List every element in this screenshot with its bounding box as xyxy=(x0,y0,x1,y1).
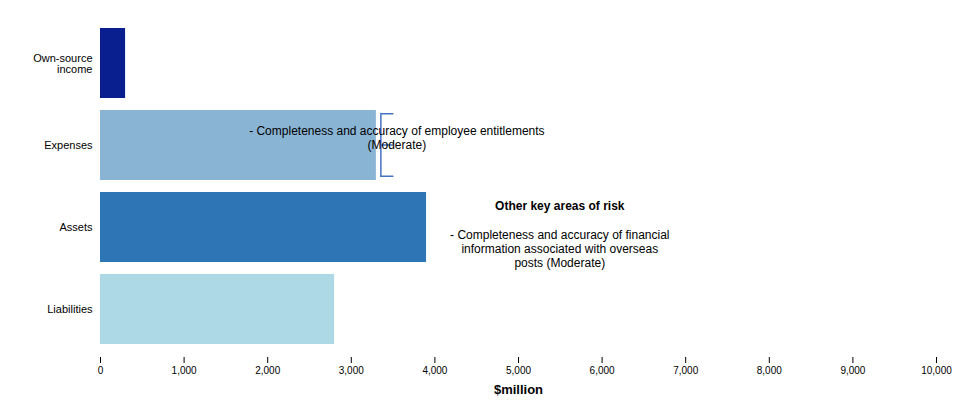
svg-text:- Completeness and accuracy of: - Completeness and accuracy of financial… xyxy=(450,228,669,270)
svg-text:4,000: 4,000 xyxy=(422,365,447,376)
svg-text:Own-sourceincome: Own-sourceincome xyxy=(33,52,92,75)
svg-text:Other key areas of risk: Other key areas of risk xyxy=(495,199,625,213)
svg-text:Assets: Assets xyxy=(59,221,93,233)
svg-text:1,000: 1,000 xyxy=(172,365,197,376)
svg-text:2,000: 2,000 xyxy=(255,365,280,376)
svg-text:Liabilities: Liabilities xyxy=(47,303,93,315)
svg-text:7,000: 7,000 xyxy=(673,365,698,376)
svg-text:- Completeness and accuracy of: - Completeness and accuracy of employee … xyxy=(249,124,544,152)
svg-text:$million: $million xyxy=(494,382,543,397)
svg-text:9,000: 9,000 xyxy=(840,365,865,376)
svg-text:8,000: 8,000 xyxy=(757,365,782,376)
svg-text:6,000: 6,000 xyxy=(590,365,615,376)
svg-text:Expenses: Expenses xyxy=(44,139,93,151)
svg-text:5,000: 5,000 xyxy=(506,365,531,376)
svg-text:0: 0 xyxy=(98,365,104,376)
svg-text:10,000: 10,000 xyxy=(921,365,952,376)
svg-text:3,000: 3,000 xyxy=(339,365,364,376)
